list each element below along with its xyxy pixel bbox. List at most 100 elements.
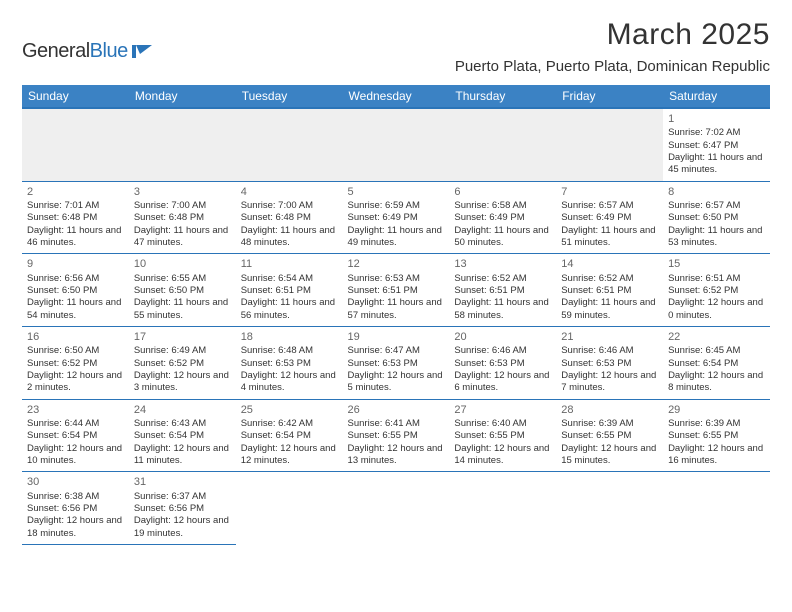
daylight-text: Daylight: 11 hours and 59 minutes. [561,297,658,322]
day-number: 21 [561,330,658,344]
sunrise-text: Sunrise: 6:41 AM [348,418,445,430]
daylight-text: Daylight: 12 hours and 14 minutes. [454,443,551,468]
sunrise-text: Sunrise: 6:51 AM [668,273,765,285]
sunrise-text: Sunrise: 6:45 AM [668,345,765,357]
calendar-empty-cell [343,472,450,545]
sunset-text: Sunset: 6:49 PM [348,212,445,224]
calendar-day-cell: 24Sunrise: 6:43 AMSunset: 6:54 PMDayligh… [129,399,236,472]
calendar-table: SundayMondayTuesdayWednesdayThursdayFrid… [22,85,770,545]
sunset-text: Sunset: 6:49 PM [454,212,551,224]
daylight-text: Daylight: 12 hours and 19 minutes. [134,515,231,540]
sunset-text: Sunset: 6:54 PM [134,430,231,442]
daylight-text: Daylight: 11 hours and 45 minutes. [668,152,765,177]
calendar-day-cell: 8Sunrise: 6:57 AMSunset: 6:50 PMDaylight… [663,181,770,254]
day-number: 28 [561,403,658,417]
sunset-text: Sunset: 6:47 PM [668,140,765,152]
calendar-day-cell: 4Sunrise: 7:00 AMSunset: 6:48 PMDaylight… [236,181,343,254]
day-number: 7 [561,185,658,199]
day-number: 25 [241,403,338,417]
sunrise-text: Sunrise: 6:47 AM [348,345,445,357]
sunset-text: Sunset: 6:55 PM [348,430,445,442]
calendar-week-row: 23Sunrise: 6:44 AMSunset: 6:54 PMDayligh… [22,399,770,472]
location: Puerto Plata, Puerto Plata, Dominican Re… [455,58,770,75]
calendar-empty-cell [236,472,343,545]
daylight-text: Daylight: 12 hours and 15 minutes. [561,443,658,468]
calendar-day-cell: 28Sunrise: 6:39 AMSunset: 6:55 PMDayligh… [556,399,663,472]
day-number: 1 [668,112,765,126]
sunset-text: Sunset: 6:48 PM [241,212,338,224]
sunrise-text: Sunrise: 7:00 AM [134,200,231,212]
logo-text-blue: Blue [90,40,128,63]
day-number: 4 [241,185,338,199]
calendar-day-cell: 22Sunrise: 6:45 AMSunset: 6:54 PMDayligh… [663,327,770,400]
calendar-day-cell: 17Sunrise: 6:49 AMSunset: 6:52 PMDayligh… [129,327,236,400]
calendar-day-cell: 13Sunrise: 6:52 AMSunset: 6:51 PMDayligh… [449,254,556,327]
sunrise-text: Sunrise: 6:37 AM [134,491,231,503]
daylight-text: Daylight: 12 hours and 18 minutes. [27,515,124,540]
sunset-text: Sunset: 6:51 PM [454,285,551,297]
logo: General Blue [22,40,154,63]
daylight-text: Daylight: 11 hours and 54 minutes. [27,297,124,322]
daylight-text: Daylight: 11 hours and 58 minutes. [454,297,551,322]
calendar-day-cell: 2Sunrise: 7:01 AMSunset: 6:48 PMDaylight… [22,181,129,254]
sunset-text: Sunset: 6:52 PM [134,358,231,370]
calendar-day-cell: 19Sunrise: 6:47 AMSunset: 6:53 PMDayligh… [343,327,450,400]
daylight-text: Daylight: 11 hours and 53 minutes. [668,225,765,250]
daylight-text: Daylight: 12 hours and 5 minutes. [348,370,445,395]
day-number: 5 [348,185,445,199]
calendar-empty-cell [22,108,129,181]
sunrise-text: Sunrise: 6:52 AM [561,273,658,285]
day-number: 11 [241,257,338,271]
daylight-text: Daylight: 12 hours and 2 minutes. [27,370,124,395]
sunrise-text: Sunrise: 6:53 AM [348,273,445,285]
calendar-day-cell: 31Sunrise: 6:37 AMSunset: 6:56 PMDayligh… [129,472,236,545]
sunrise-text: Sunrise: 6:58 AM [454,200,551,212]
daylight-text: Daylight: 11 hours and 47 minutes. [134,225,231,250]
daylight-text: Daylight: 12 hours and 16 minutes. [668,443,765,468]
title-block: March 2025 Puerto Plata, Puerto Plata, D… [455,18,770,75]
day-number: 30 [27,475,124,489]
calendar-empty-cell [129,108,236,181]
logo-text-general: General [22,40,90,63]
sunrise-text: Sunrise: 6:52 AM [454,273,551,285]
sunrise-text: Sunrise: 6:57 AM [668,200,765,212]
weekday-header: Thursday [449,85,556,108]
sunset-text: Sunset: 6:53 PM [348,358,445,370]
day-number: 2 [27,185,124,199]
page-header: General Blue March 2025 Puerto Plata, Pu… [22,18,770,75]
daylight-text: Daylight: 11 hours and 55 minutes. [134,297,231,322]
calendar-empty-cell [449,108,556,181]
calendar-week-row: 30Sunrise: 6:38 AMSunset: 6:56 PMDayligh… [22,472,770,545]
sunset-text: Sunset: 6:54 PM [668,358,765,370]
calendar-day-cell: 10Sunrise: 6:55 AMSunset: 6:50 PMDayligh… [129,254,236,327]
sunset-text: Sunset: 6:56 PM [134,503,231,515]
sunrise-text: Sunrise: 6:54 AM [241,273,338,285]
calendar-day-cell: 7Sunrise: 6:57 AMSunset: 6:49 PMDaylight… [556,181,663,254]
day-number: 12 [348,257,445,271]
calendar-empty-cell [663,472,770,545]
day-number: 10 [134,257,231,271]
sunset-text: Sunset: 6:52 PM [27,358,124,370]
calendar-empty-cell [449,472,556,545]
sunset-text: Sunset: 6:50 PM [134,285,231,297]
daylight-text: Daylight: 12 hours and 6 minutes. [454,370,551,395]
calendar-empty-cell [556,472,663,545]
sunset-text: Sunset: 6:55 PM [668,430,765,442]
sunrise-text: Sunrise: 6:44 AM [27,418,124,430]
daylight-text: Daylight: 12 hours and 13 minutes. [348,443,445,468]
sunset-text: Sunset: 6:53 PM [454,358,551,370]
calendar-day-cell: 12Sunrise: 6:53 AMSunset: 6:51 PMDayligh… [343,254,450,327]
daylight-text: Daylight: 12 hours and 11 minutes. [134,443,231,468]
calendar-day-cell: 6Sunrise: 6:58 AMSunset: 6:49 PMDaylight… [449,181,556,254]
sunset-text: Sunset: 6:49 PM [561,212,658,224]
day-number: 9 [27,257,124,271]
daylight-text: Daylight: 12 hours and 7 minutes. [561,370,658,395]
sunrise-text: Sunrise: 7:01 AM [27,200,124,212]
daylight-text: Daylight: 11 hours and 57 minutes. [348,297,445,322]
sunrise-text: Sunrise: 6:46 AM [561,345,658,357]
day-number: 27 [454,403,551,417]
day-number: 17 [134,330,231,344]
daylight-text: Daylight: 11 hours and 48 minutes. [241,225,338,250]
calendar-day-cell: 18Sunrise: 6:48 AMSunset: 6:53 PMDayligh… [236,327,343,400]
calendar-empty-cell [236,108,343,181]
